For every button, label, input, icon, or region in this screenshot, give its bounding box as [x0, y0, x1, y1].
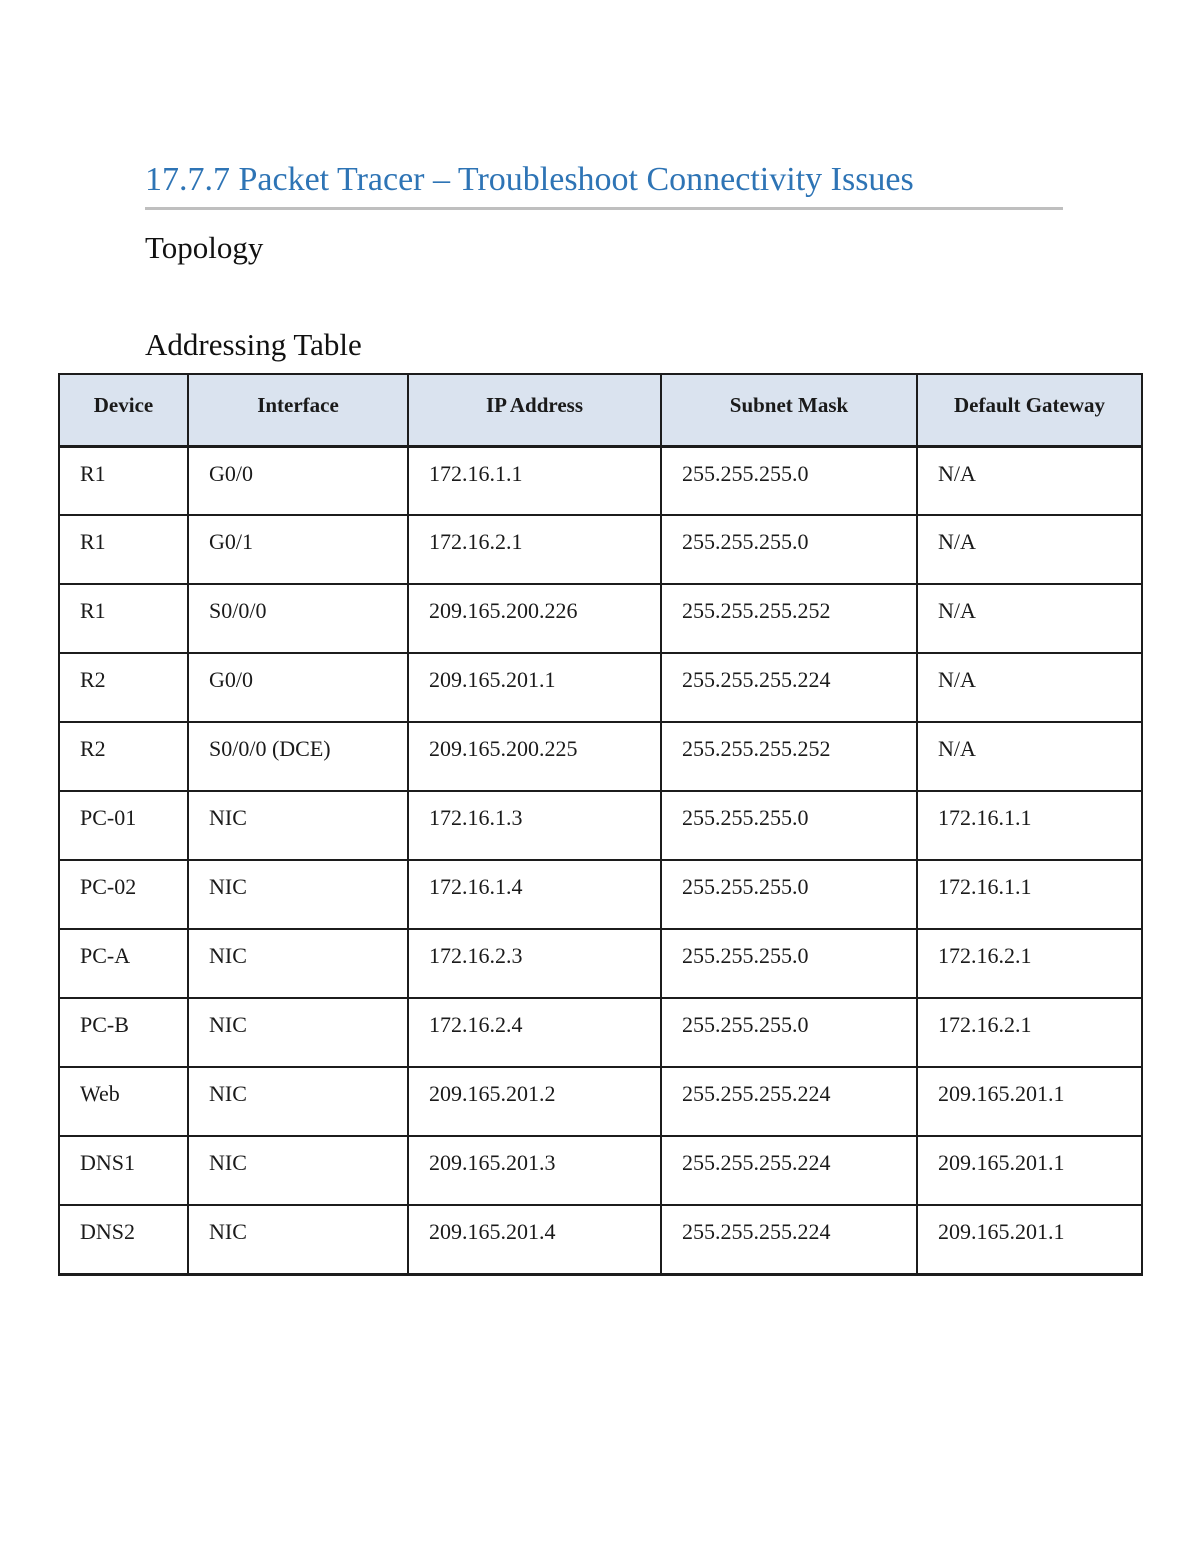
table-cell: 172.16.2.4: [407, 997, 662, 1068]
table-row: PC-02 NIC 172.16.1.4 255.255.255.0 172.16.1.…: [58, 859, 1143, 930]
table-header-cell: IP Address: [407, 373, 662, 448]
table-cell: R1: [58, 514, 189, 585]
table-cell: 209.165.201.3: [407, 1135, 662, 1206]
table-cell: S0/0/0 (DCE): [187, 721, 409, 792]
table-cell: 172.16.2.1: [407, 514, 662, 585]
table-cell: N/A: [916, 445, 1143, 516]
table-cell: 209.165.201.1: [407, 652, 662, 723]
table-cell: 209.165.201.4: [407, 1204, 662, 1275]
table-header-cell: Device: [58, 373, 189, 448]
table-cell: 255.255.255.224: [660, 1204, 918, 1275]
table-header-cell: Interface: [187, 373, 409, 448]
table-row: R1 G0/0 172.16.1.1 255.255.255.0 N/A: [58, 445, 1143, 516]
table-header-row: Device Interface IP Address Subnet Mask Defa…: [58, 373, 1143, 448]
table-row: R2 S0/0/0 (DCE) 209.165.200.225 255.255.255…: [58, 721, 1143, 792]
table-cell: NIC: [187, 790, 409, 861]
table-cell: DNS1: [58, 1135, 189, 1206]
table-cell: R1: [58, 583, 189, 654]
table-cell: 172.16.1.1: [916, 859, 1143, 930]
table-cell: NIC: [187, 928, 409, 999]
table-header-cell: Default Gateway: [916, 373, 1143, 448]
table-cell: PC-A: [58, 928, 189, 999]
table-cell: DNS2: [58, 1204, 189, 1275]
table-row: PC-01 NIC 172.16.1.3 255.255.255.0 172.16.1.…: [58, 790, 1143, 861]
heading-addressing-table: Addressing Table: [145, 327, 362, 362]
table-cell: 172.16.2.1: [916, 928, 1143, 999]
table-cell: N/A: [916, 583, 1143, 654]
table-cell: 209.165.200.225: [407, 721, 662, 792]
table-cell: PC-B: [58, 997, 189, 1068]
table-cell: 172.16.1.3: [407, 790, 662, 861]
table-cell: R2: [58, 652, 189, 723]
table-cell: 172.16.1.1: [916, 790, 1143, 861]
table-row: DNS2 NIC 209.165.201.4 255.255.255.224 209.1…: [58, 1204, 1143, 1275]
table-cell: N/A: [916, 721, 1143, 792]
heading-topology: Topology: [145, 230, 264, 265]
table-header-cell: Subnet Mask: [660, 373, 918, 448]
table-cell: R2: [58, 721, 189, 792]
table-cell: 255.255.255.252: [660, 721, 918, 792]
table-cell: 255.255.255.224: [660, 1066, 918, 1137]
table-cell: NIC: [187, 1135, 409, 1206]
table-cell: 172.16.2.1: [916, 997, 1143, 1068]
document-title: 17.7.7 Packet Tracer – Troubleshoot Conn…: [145, 160, 1063, 211]
table-row: PC-A NIC 172.16.2.3 255.255.255.0 172.16.2.1: [58, 928, 1143, 999]
table-row: R1 S0/0/0 209.165.200.226 255.255.255.252 N/…: [58, 583, 1143, 654]
table-cell: N/A: [916, 514, 1143, 585]
table-cell: 209.165.200.226: [407, 583, 662, 654]
table-cell: PC-01: [58, 790, 189, 861]
table-cell: S0/0/0: [187, 583, 409, 654]
table-cell: PC-02: [58, 859, 189, 930]
table-cell: NIC: [187, 1204, 409, 1275]
table-row: R1 G0/1 172.16.2.1 255.255.255.0 N/A: [58, 514, 1143, 585]
table-cell: 255.255.255.0: [660, 445, 918, 516]
table-cell: NIC: [187, 1066, 409, 1137]
table-cell: 255.255.255.0: [660, 997, 918, 1068]
table-cell: G0/0: [187, 652, 409, 723]
table-row: R2 G0/0 209.165.201.1 255.255.255.224 N/A: [58, 652, 1143, 723]
table-cell: 172.16.1.1: [407, 445, 662, 516]
table-cell: 255.255.255.0: [660, 928, 918, 999]
table-cell: 255.255.255.224: [660, 1135, 918, 1206]
table-cell: NIC: [187, 859, 409, 930]
table-cell: 255.255.255.0: [660, 859, 918, 930]
table-cell: N/A: [916, 652, 1143, 723]
table-cell: 255.255.255.224: [660, 652, 918, 723]
table-cell: G0/0: [187, 445, 409, 516]
table-cell: 209.165.201.1: [916, 1066, 1143, 1137]
table-cell: 172.16.1.4: [407, 859, 662, 930]
table-cell: 255.255.255.0: [660, 790, 918, 861]
table-body: R1 G0/0 172.16.1.1 255.255.255.0 N/A R1 G0/1 17…: [58, 445, 1143, 1275]
table-cell: 209.165.201.1: [916, 1204, 1143, 1275]
table-cell: 209.165.201.1: [916, 1135, 1143, 1206]
table-row: PC-B NIC 172.16.2.4 255.255.255.0 172.16.2.1: [58, 997, 1143, 1068]
table-cell: 255.255.255.0: [660, 514, 918, 585]
addressing-table: Device Interface IP Address Subnet Mask Defa…: [58, 373, 1143, 1276]
table-cell: G0/1: [187, 514, 409, 585]
table-cell: 255.255.255.252: [660, 583, 918, 654]
table-cell: 172.16.2.3: [407, 928, 662, 999]
table-cell: Web: [58, 1066, 189, 1137]
table-cell: 209.165.201.2: [407, 1066, 662, 1137]
table-cell: R1: [58, 445, 189, 516]
table-row: DNS1 NIC 209.165.201.3 255.255.255.224 209.1…: [58, 1135, 1143, 1206]
table-row: Web NIC 209.165.201.2 255.255.255.224 209.16…: [58, 1066, 1143, 1137]
table-cell: NIC: [187, 997, 409, 1068]
